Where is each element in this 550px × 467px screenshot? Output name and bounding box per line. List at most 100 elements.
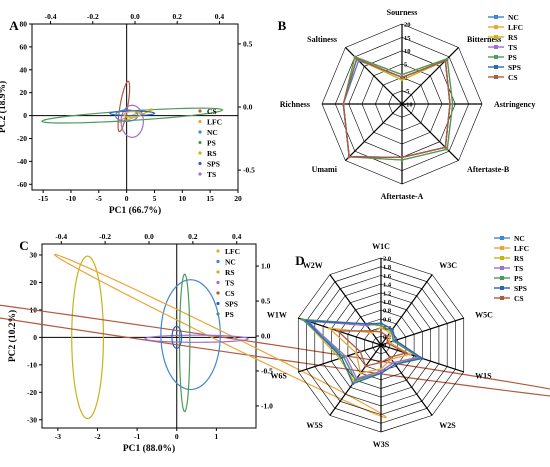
panel-d-rtick-label: 1.0 [383,299,391,306]
panel-b-legend-label-lfc: LFC [508,23,523,32]
panel-d-legend-label-ts: TS [514,264,523,273]
panel-d-axis-label-w2w: W2W [303,261,323,270]
panel-d-spoke [298,317,382,346]
panel-c-xtick-label: -2 [94,432,100,441]
panel-c-xtick-label: -1 [134,432,140,441]
panel-a-legend-label-nc: NC [207,128,218,137]
panel-a-righttick-label: 0.0 [243,103,253,112]
panel-c-ellipse-rs [71,255,105,420]
panel-c-ellipse-ts [144,334,249,343]
panel-d-legend-marker-ps [500,276,504,280]
panel-d-rtick-label: 1.8 [383,264,392,271]
panel-d-point-cs [379,361,383,364]
panel-d-point-lfc [359,371,362,375]
panel-b-point-ps [353,55,357,59]
panel-a-xtick-label: -15 [38,194,48,203]
panel-b-series-cs [342,57,451,158]
panel-d-rtick-label: 1.4 [383,282,392,289]
panel-b-rtick-label: 15 [404,35,411,42]
panel-d-axis-label-w5c: W5C [475,310,493,319]
panel-c-legend-marker-nc [216,259,220,264]
panel-d-point-sps [351,382,355,386]
panel-b-legend-label-ts: TS [508,43,517,52]
panel-c-legend-label-lfc: LFC [225,247,240,256]
panel-d-point-lfc [408,353,412,356]
panel-c-legend-label-nc: NC [225,258,236,267]
panel-c-legend-label-rs: RS [225,268,235,277]
panel-a-xtick-label: -10 [66,194,76,203]
panel-a-ellipse-nc [114,109,139,122]
panel-d-point-ts [344,355,348,358]
panel-c-righttick-label: -0.5 [261,366,273,375]
panel-a-ytick-label: 60 [20,42,28,51]
panel-c-toptick-label: -0.4 [55,232,67,241]
panel-b-legend-marker-cs [494,75,498,79]
panel-b-point-cs [444,146,447,149]
panel-c-ylabel: PC2 (10.2%) [7,310,18,362]
panel-d-legend-label-lfc: LFC [514,244,529,253]
panel-b-point-cs [444,59,447,62]
panel-d-axis-label-w6s: W6S [270,372,287,381]
panel-a-xtick-label: 5 [153,194,157,203]
panel-d-axis-label-w2s: W2S [439,421,456,430]
panel-b-rtick-label: 20 [404,22,411,29]
panel-d-point-sps [305,319,308,323]
panel-b-axis-label-astringency: Astringency [494,100,535,109]
panel-c-legend-label-sps: SPS [225,300,238,309]
panel-c-ytick-label: 30 [30,250,38,259]
panel-d-legend-label-rs: RS [514,254,524,263]
panel-b-legend-marker-ts [494,45,498,49]
panel-d-point-ps [301,318,304,321]
panel-b-series-rs [342,57,451,158]
panel-d-point-sps [391,327,394,331]
panel-d-legend-label-cs: CS [514,294,524,303]
panel-a-legend-marker-rs [198,151,202,155]
panel-b-rtick-label: 10 [404,48,411,55]
panel-d-point-lfc [327,326,331,330]
panel-a-legend-marker-ps [198,140,202,145]
panel-d-spoke [329,274,382,346]
panel-d-axis-label-w1s: W1S [475,372,492,381]
panel-b-rtick-label: 5 [404,62,408,69]
panel-c-righttick-label: 1.0 [261,262,271,271]
panel-b-point-cs [448,102,452,106]
panel-d-point-cs [379,330,383,334]
panel-c-legend-marker-lfc [216,249,220,253]
panel-a-ellipse-ps [41,107,224,124]
panel-b-legend-label-sps: SPS [508,63,521,72]
panel-c-ytick-label: -10 [27,360,37,369]
panel-d-point-sps [379,371,383,375]
panel-d-rtick-label: 0.6 [383,316,392,323]
panel-d-point-ps [392,339,395,343]
panel-b-legend-marker-rs [494,35,498,39]
panel-c-xtick-label: 1 [214,432,218,441]
panel-d-rtick-label: 0 [383,343,386,350]
panel-d-point-ps [379,324,383,327]
panel-b-point-ps [445,57,449,61]
panel-c-ytick-label: -20 [27,388,37,397]
panel-a-ytick-label: -60 [17,180,27,189]
panel-a-xtick-label: 10 [179,194,187,203]
panel-c-xtick-label: -3 [55,432,61,441]
panel-b-legend-label-ps: PS [508,53,517,62]
panel-c-legend-marker-ps [216,312,220,316]
panel-a-legend-marker-sps [198,161,202,166]
panel-b-legend-label-cs: CS [508,73,518,82]
panel-d-legend-marker-ts [500,266,504,270]
panel-b-point-cs [400,76,404,79]
panel-a-legend-label-sps: SPS [207,160,220,169]
panel-b-legend-marker-sps [494,65,498,69]
panel-a-ytick-label: 0 [23,111,27,120]
panel-c-righttick-label: 0.5 [261,297,271,306]
panel-c-righttick-label: -1.0 [261,401,273,410]
panel-a-ellipse-ts [120,104,144,138]
panel-d-legend-label-sps: SPS [514,284,527,293]
panel-c-toptick-label: -0.2 [99,232,111,241]
panel-c-legend-label-ts: TS [225,279,234,288]
panel-a-righttick-label: -0.5 [243,166,255,175]
panel-b-point-ps [400,158,404,162]
panel-d-legend-marker-cs [500,296,504,300]
panel-d-point-cs [385,341,389,345]
panel-c-ellipse-sps [171,325,183,349]
